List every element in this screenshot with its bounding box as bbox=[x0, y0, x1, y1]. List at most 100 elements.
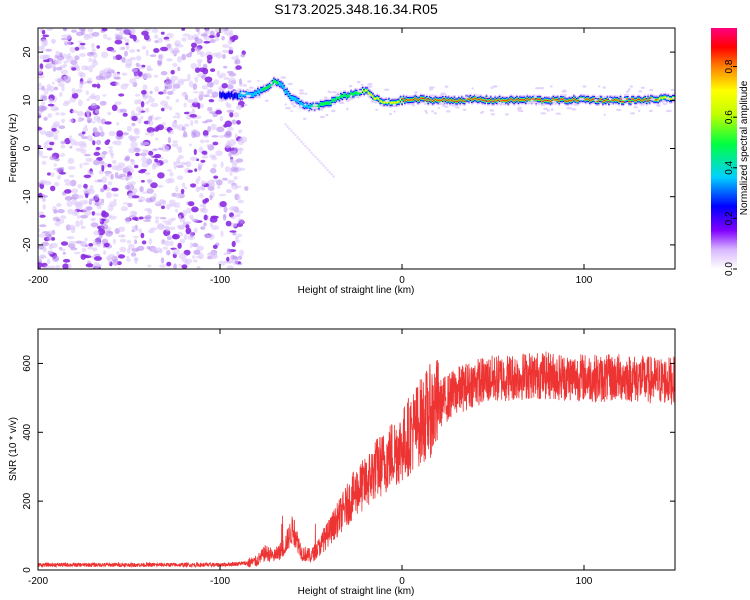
ridge-cell bbox=[430, 99, 433, 101]
ridge-artifact bbox=[320, 162, 323, 165]
noise-speck bbox=[106, 37, 112, 41]
noise-speck bbox=[238, 167, 246, 171]
noise-speck bbox=[154, 137, 159, 141]
ridge-speck bbox=[573, 103, 579, 107]
ridge-cell bbox=[545, 99, 548, 101]
noise-speck bbox=[83, 153, 91, 157]
noise-speck bbox=[64, 40, 72, 46]
noise-speck bbox=[39, 130, 47, 135]
ridge-cell bbox=[380, 100, 383, 103]
noise-speck bbox=[137, 118, 142, 124]
y-tick-label: -10 bbox=[22, 189, 33, 204]
ridge-cell bbox=[650, 97, 652, 99]
ridge-cell bbox=[337, 95, 339, 99]
ridge-cell bbox=[562, 98, 565, 100]
noise-speck bbox=[115, 28, 123, 31]
ridge-artifact bbox=[326, 168, 329, 172]
ridge-speck bbox=[672, 97, 675, 100]
ridge-speck bbox=[517, 108, 522, 111]
noise-speck bbox=[161, 148, 170, 152]
noise-speck bbox=[199, 203, 205, 208]
ridge-cell bbox=[354, 91, 357, 95]
ridge-artifact bbox=[288, 127, 291, 130]
noise-speck bbox=[146, 246, 151, 250]
ridge-cell bbox=[417, 99, 419, 101]
ridge-cell bbox=[278, 82, 281, 87]
ridge-cell bbox=[442, 98, 444, 100]
noise-speck bbox=[203, 214, 208, 221]
ridge-speck bbox=[331, 109, 336, 113]
noise-speck bbox=[53, 134, 59, 141]
ridge-cell bbox=[359, 91, 361, 95]
noise-speck bbox=[122, 112, 128, 117]
noise-speck bbox=[220, 28, 226, 31]
noise-speck bbox=[160, 31, 165, 35]
noise-speck bbox=[157, 59, 163, 65]
ridge-speck bbox=[497, 101, 502, 105]
ridge-cell bbox=[395, 101, 398, 104]
figure-title: S173.2025.348.16.34.R05 bbox=[274, 1, 438, 17]
noise-speck bbox=[182, 209, 187, 217]
ridge-speck bbox=[609, 102, 613, 105]
noise-speck bbox=[74, 46, 80, 51]
ridge-cell bbox=[383, 101, 386, 104]
noise-speck bbox=[193, 148, 197, 156]
noise-speck bbox=[159, 264, 167, 268]
ridge-cell bbox=[541, 100, 543, 102]
noise-speck bbox=[121, 234, 126, 238]
snr-xlabel: Height of straight line (km) bbox=[298, 586, 415, 597]
noise-speck bbox=[140, 142, 146, 146]
noise-speck bbox=[235, 235, 239, 241]
ridge-cell bbox=[379, 100, 382, 103]
noise-speck bbox=[187, 99, 195, 103]
ridge-cell bbox=[603, 99, 606, 102]
noise-speck bbox=[74, 141, 81, 146]
noise-speck bbox=[88, 199, 93, 205]
ridge-speck bbox=[550, 85, 553, 88]
noise-speck bbox=[227, 39, 233, 45]
ridge-cell bbox=[265, 86, 268, 90]
noise-speck bbox=[223, 206, 228, 213]
noise-speck bbox=[163, 89, 167, 95]
noise-speck bbox=[226, 256, 230, 262]
noise-speck bbox=[204, 233, 210, 239]
noise-speck bbox=[194, 76, 199, 81]
noise-speck bbox=[88, 57, 93, 63]
noise-speck bbox=[100, 188, 105, 193]
noise-speck bbox=[211, 179, 219, 183]
noise-speck bbox=[46, 83, 51, 91]
noise-speck bbox=[182, 222, 187, 228]
noise-speck bbox=[112, 159, 117, 165]
ridge-cell bbox=[551, 100, 553, 102]
noise-speck bbox=[175, 208, 179, 213]
noise-speck bbox=[63, 28, 67, 31]
noise-speck bbox=[49, 155, 57, 161]
ridge-cell bbox=[506, 99, 508, 101]
ridge-cell bbox=[660, 96, 663, 99]
noise-speck bbox=[53, 121, 60, 127]
noise-speck bbox=[112, 71, 117, 78]
ridge-speck bbox=[464, 96, 469, 99]
ridge-cell bbox=[411, 99, 414, 101]
ridge-cell bbox=[533, 98, 536, 100]
noise-speck bbox=[183, 131, 188, 138]
ridge-cell bbox=[463, 100, 466, 102]
noise-speck bbox=[147, 178, 153, 185]
noise-speck bbox=[190, 63, 198, 70]
noise-speck bbox=[233, 147, 239, 152]
noise-speck bbox=[103, 242, 110, 248]
ridge-cell bbox=[343, 93, 345, 97]
ridge-cell bbox=[608, 101, 610, 103]
noise-speck bbox=[63, 178, 70, 183]
noise-speck bbox=[90, 102, 98, 109]
ridge-artifact bbox=[330, 173, 333, 176]
ridge-speck bbox=[602, 86, 606, 89]
ridge-speck bbox=[263, 84, 266, 88]
noise-speck bbox=[87, 246, 94, 250]
noise-speck bbox=[185, 160, 192, 168]
ridge-speck bbox=[384, 99, 390, 103]
ridge-cell bbox=[424, 99, 427, 101]
ridge-cell bbox=[469, 97, 472, 99]
noise-speck bbox=[220, 72, 227, 78]
noise-speck bbox=[197, 163, 204, 167]
